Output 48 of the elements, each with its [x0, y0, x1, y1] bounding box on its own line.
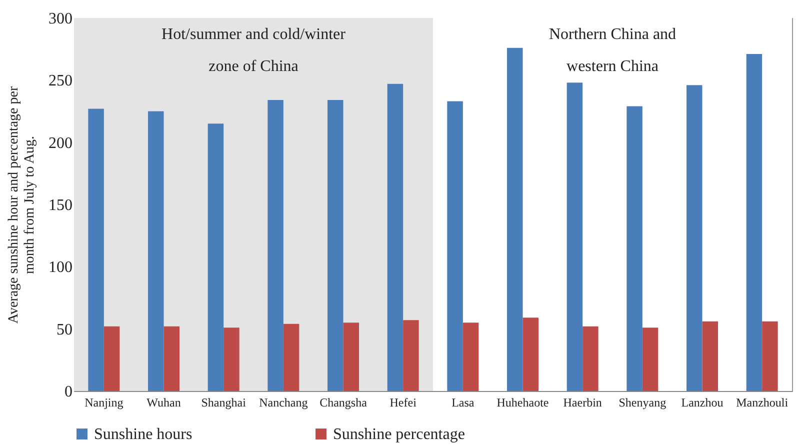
x-tick-label: Haerbin: [563, 396, 602, 410]
bar: [283, 324, 300, 391]
x-tick-label: Lasa: [452, 396, 475, 410]
band-label: Northern China and western China: [548, 26, 676, 75]
y-tick-label: 150: [48, 197, 72, 214]
y-tick-label: 100: [48, 259, 72, 276]
bar: [746, 54, 762, 391]
x-tick-label: Shenyang: [618, 396, 666, 410]
bar: [566, 82, 583, 391]
x-tick-label: Shanghai: [201, 396, 247, 410]
bar: [343, 322, 359, 391]
bar: [88, 108, 104, 391]
x-tick-label: Nanchang: [259, 396, 308, 410]
y-tick-label: 0: [64, 384, 72, 400]
bar: [642, 328, 658, 391]
bar: [507, 48, 523, 391]
y-tick-label: 50: [56, 321, 72, 338]
bar: [686, 85, 702, 391]
bar: [224, 328, 240, 391]
bar: [582, 326, 598, 391]
legend-label: Sunshine hours: [94, 426, 192, 443]
bar: [762, 321, 778, 391]
x-tick-label: Lanzhou: [681, 396, 724, 410]
bar: [462, 322, 479, 391]
bar: [403, 320, 419, 391]
legend-label: Sunshine percentage: [333, 426, 465, 443]
y-tick-label: 300: [48, 10, 72, 28]
band-label: Hot/summer and cold/winter zone of China: [162, 26, 346, 75]
x-tick-label: Huhehaote: [496, 396, 549, 410]
bar: [626, 106, 642, 391]
x-tick-label: Manzhouli: [736, 396, 789, 410]
x-tick-label: Hefei: [390, 396, 418, 410]
x-tick-label: Wuhan: [146, 396, 181, 410]
y-tick-label: 200: [48, 134, 72, 152]
x-tick-label: Nanjing: [84, 396, 124, 410]
bar: [164, 326, 180, 391]
bar: [268, 100, 284, 391]
bar: [104, 326, 120, 391]
y-axis-title: Average sunshine hour and percentage per month from July to Aug.: [6, 86, 38, 324]
x-tick-label: Changsha: [320, 396, 368, 410]
bar: [702, 321, 718, 391]
bar: [522, 318, 538, 391]
bar: [387, 84, 404, 391]
y-tick-label: 250: [48, 72, 72, 90]
bar: [148, 111, 164, 391]
bar: [328, 100, 344, 391]
bar: [208, 124, 224, 391]
bar: [447, 101, 463, 391]
